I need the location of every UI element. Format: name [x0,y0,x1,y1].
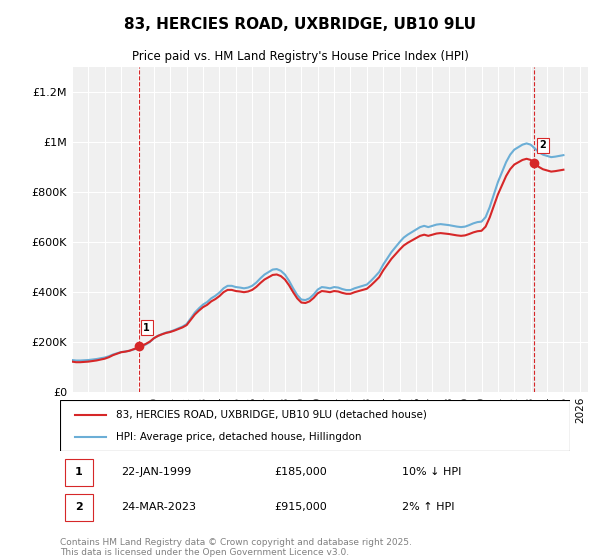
Text: 10% ↓ HPI: 10% ↓ HPI [402,467,461,477]
Text: £915,000: £915,000 [274,502,327,512]
Text: 24-MAR-2023: 24-MAR-2023 [121,502,196,512]
Text: HPI: Average price, detached house, Hillingdon: HPI: Average price, detached house, Hill… [116,432,362,442]
Text: 2: 2 [539,141,546,151]
Text: 1: 1 [75,467,83,477]
Text: 1: 1 [143,323,150,333]
Text: £185,000: £185,000 [274,467,327,477]
Text: Contains HM Land Registry data © Crown copyright and database right 2025.
This d: Contains HM Land Registry data © Crown c… [60,538,412,557]
Text: 83, HERCIES ROAD, UXBRIDGE, UB10 9LU (detached house): 83, HERCIES ROAD, UXBRIDGE, UB10 9LU (de… [116,409,427,419]
FancyBboxPatch shape [65,459,93,486]
Text: 22-JAN-1999: 22-JAN-1999 [121,467,191,477]
FancyBboxPatch shape [65,494,93,521]
Text: 83, HERCIES ROAD, UXBRIDGE, UB10 9LU: 83, HERCIES ROAD, UXBRIDGE, UB10 9LU [124,17,476,32]
Text: 2% ↑ HPI: 2% ↑ HPI [402,502,454,512]
Text: 2: 2 [75,502,83,512]
FancyBboxPatch shape [60,400,570,451]
Text: Price paid vs. HM Land Registry's House Price Index (HPI): Price paid vs. HM Land Registry's House … [131,50,469,63]
